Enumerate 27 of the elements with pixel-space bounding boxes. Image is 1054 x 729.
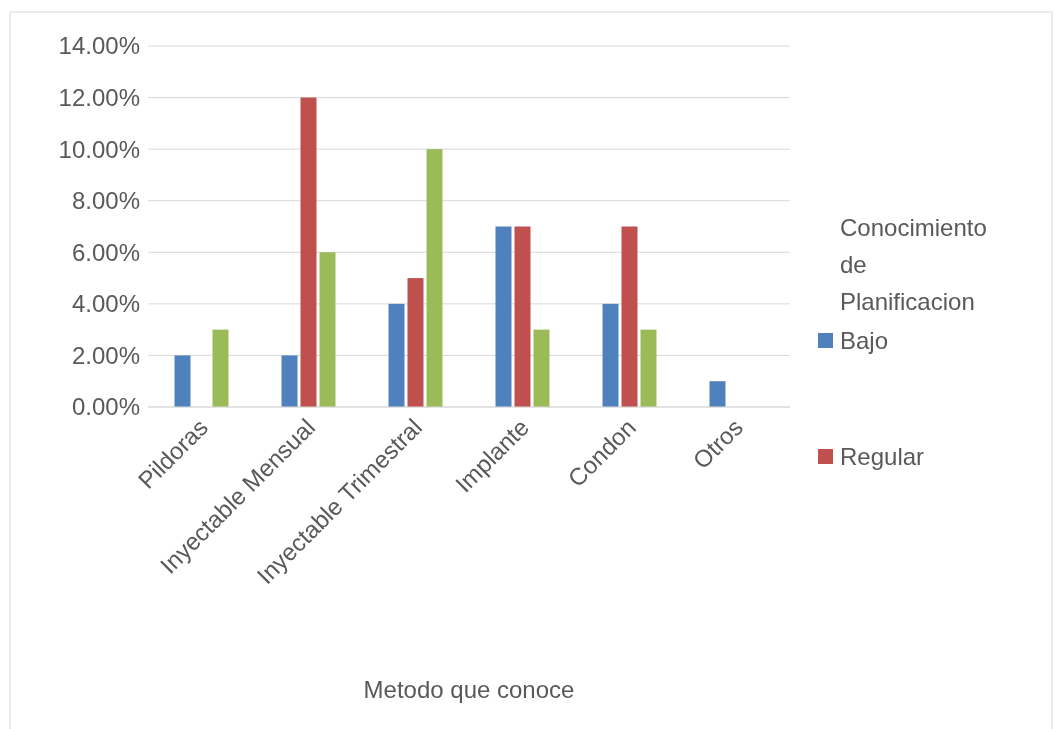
bar — [709, 381, 726, 407]
bar — [300, 97, 317, 407]
bar — [174, 355, 191, 407]
y-tick-label: 8.00% — [71, 187, 140, 215]
y-tick-label: 0.00% — [71, 393, 140, 421]
y-tick-label: 14.00% — [58, 32, 140, 60]
y-tick-label: 6.00% — [71, 238, 140, 266]
legend-label: Regular — [840, 443, 925, 471]
y-tick-label: 12.00% — [58, 83, 140, 111]
legend-title: Conocimiento de Planificacion — [840, 214, 987, 315]
y-tick-label: 2.00% — [71, 341, 140, 369]
bar — [514, 226, 531, 407]
bar — [407, 278, 424, 407]
bar — [533, 329, 550, 407]
bar — [640, 329, 657, 407]
bar — [621, 226, 638, 407]
y-tick-label: 4.00% — [71, 290, 140, 318]
legend-label: Bajo — [840, 327, 889, 355]
bar — [426, 149, 443, 407]
bar — [281, 355, 298, 407]
x-axis-title: Metodo que conoce — [363, 676, 575, 703]
bar — [602, 303, 619, 407]
bar — [212, 329, 229, 407]
y-tick-label: 10.00% — [58, 135, 140, 163]
bar — [319, 252, 336, 407]
bar — [495, 226, 512, 407]
bar — [388, 303, 405, 407]
